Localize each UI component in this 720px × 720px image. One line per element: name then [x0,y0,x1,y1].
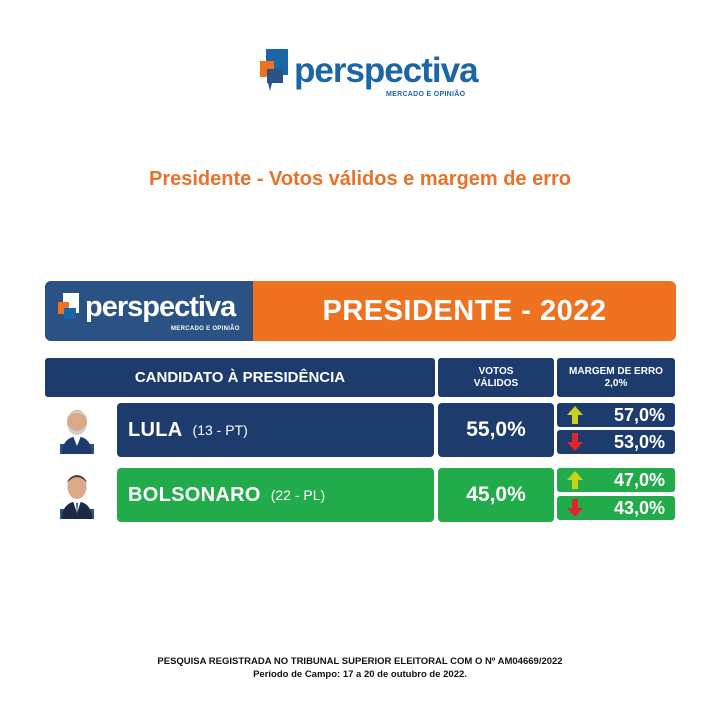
column-header-candidate: CANDIDATO À PRESIDÊNCIA [45,358,435,397]
candidate-photo-icon [60,475,94,519]
margin-upper-value: 47,0% [613,470,665,490]
column-header-votes-line1: VOTOS [478,365,514,377]
down-arrow-icon [567,499,583,517]
header-brand-name: perspectiva [85,291,236,323]
column-header-margin-line1: MARGEM DE ERRO [569,365,663,377]
column-header-votes-line2: VÁLIDOS [473,377,519,389]
margin-lower-value: 53,0% [613,432,665,452]
brand-tagline: MERCADO E OPINIÃO [386,91,466,98]
margin-lower: 43,0% [557,496,675,520]
margin-upper: 47,0% [557,468,675,492]
margin-upper-value: 57,0% [613,405,665,425]
candidate-name: LULA [128,418,183,441]
candidate-photo-icon [60,410,94,454]
footer-registration: PESQUISA REGISTRADA NO TRIBUNAL SUPERIOR… [157,656,563,667]
column-header-margin-line2: 2,0% [604,377,628,389]
column-header-votes: VOTOS VÁLIDOS [438,358,554,397]
down-arrow-icon [567,433,583,451]
candidate-votes: 45,0% [438,468,554,522]
header-brand-tagline: MERCADO E OPINIÃO [171,326,240,332]
candidate-name: BOLSONARO [128,483,261,506]
candidate-party: (13 - PT) [192,422,248,438]
margin-lower: 53,0% [557,430,675,454]
margin-upper: 57,0% [557,403,675,427]
column-header-margin: MARGEM DE ERRO 2,0% [557,358,675,397]
header-title: PRESIDENTE - 2022 [322,295,607,327]
candidate-name-box: BOLSONARO (22 - PL) [117,468,434,522]
page-subtitle: Presidente - Votos válidos e margem de e… [149,168,571,190]
candidate-party: (22 - PL) [270,487,326,503]
up-arrow-icon [567,406,583,424]
brand-logo: perspectiva MERCADO E OPINIÃO [258,45,479,105]
candidate-name-box: LULA (13 - PT) [117,403,434,457]
logo-mark-icon [58,293,79,319]
logo-mark-icon [260,49,288,91]
candidate-votes: 55,0% [438,403,554,457]
header-logo: perspectiva MERCADO E OPINIÃO [45,281,253,341]
header-bar: perspectiva MERCADO E OPINIÃO PRESIDENTE… [45,281,676,341]
up-arrow-icon [567,471,583,489]
brand-name: perspectiva [294,51,479,90]
footer-period: Período de Campo: 17 a 20 de outubro de … [253,669,467,680]
margin-lower-value: 43,0% [613,498,665,518]
footer-note: PESQUISA REGISTRADA NO TRIBUNAL SUPERIOR… [0,655,720,681]
